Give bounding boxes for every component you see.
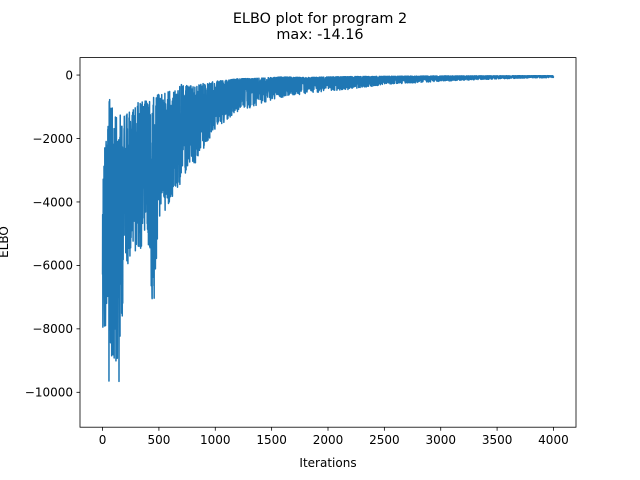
y-tick-label: −2000 <box>32 132 73 146</box>
x-tick-label: 500 <box>147 433 170 447</box>
y-axis: 0 −2000 −4000 −6000 −8000 −10000 <box>25 68 80 400</box>
y-tick-label: −4000 <box>32 195 73 209</box>
y-tick-label: 0 <box>65 68 73 82</box>
x-tick-label: 3500 <box>482 433 513 447</box>
chart-title: ELBO plot for program 2 <box>233 11 407 27</box>
x-tick-label: 0 <box>99 433 107 447</box>
y-tick-label: −6000 <box>32 259 73 273</box>
x-tick-label: 2500 <box>369 433 400 447</box>
x-axis: 0 500 1000 1500 2000 2500 3000 3500 4000 <box>99 427 569 447</box>
x-axis-label: Iterations <box>299 456 356 470</box>
x-tick-label: 3000 <box>425 433 456 447</box>
y-axis-label: ELBO <box>0 226 11 258</box>
x-tick-label: 1000 <box>200 433 231 447</box>
plot-area <box>79 57 577 428</box>
elbo-series-line <box>101 74 555 383</box>
chart-subtitle: max: -14.16 <box>276 27 363 43</box>
x-tick-label: 2000 <box>313 433 344 447</box>
x-tick-label: 1500 <box>256 433 287 447</box>
x-tick-label: 4000 <box>538 433 569 447</box>
y-tick-label: −8000 <box>32 322 73 336</box>
y-tick-label: −10000 <box>25 386 73 400</box>
